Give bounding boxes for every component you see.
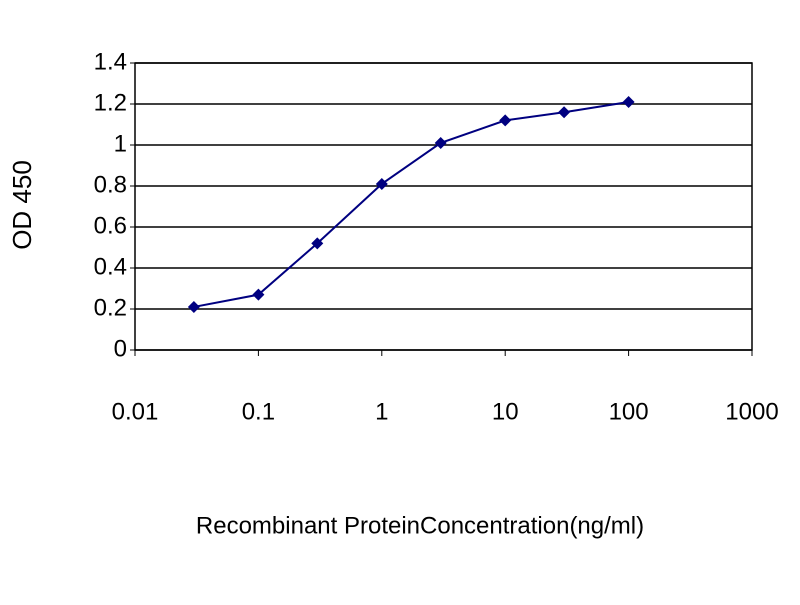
x-axis-label: Recombinant ProteinConcentration(ng/ml) — [196, 512, 644, 539]
x-tick-label: 0.01 — [112, 398, 159, 425]
data-point — [311, 237, 324, 250]
x-tick-label: 10 — [492, 398, 519, 425]
x-tick-label: 1 — [375, 398, 388, 425]
data-point — [375, 177, 388, 190]
x-tick-label: 100 — [609, 398, 649, 425]
y-tick-label: 0.4 — [94, 253, 127, 280]
y-tick-label: 1 — [114, 130, 127, 157]
y-tick-label: 1.2 — [94, 89, 127, 116]
x-tick-label: 0.1 — [242, 398, 275, 425]
y-tick-label: 0 — [114, 335, 127, 362]
data-point — [252, 288, 265, 301]
y-tick-label: 1.4 — [94, 48, 127, 75]
data-point — [558, 106, 571, 119]
data-point — [434, 136, 447, 149]
plot-area — [134, 62, 753, 351]
x-tick-label: 1000 — [725, 398, 778, 425]
y-tick-label: 0.2 — [94, 294, 127, 321]
series-line — [193, 100, 629, 308]
y-tick-label: 0.6 — [94, 212, 127, 239]
data-point — [499, 114, 512, 127]
y-tick-label: 0.8 — [94, 171, 127, 198]
y-axis-label: OD 450 — [7, 160, 37, 250]
data-point — [187, 300, 200, 313]
data-point — [622, 95, 635, 108]
